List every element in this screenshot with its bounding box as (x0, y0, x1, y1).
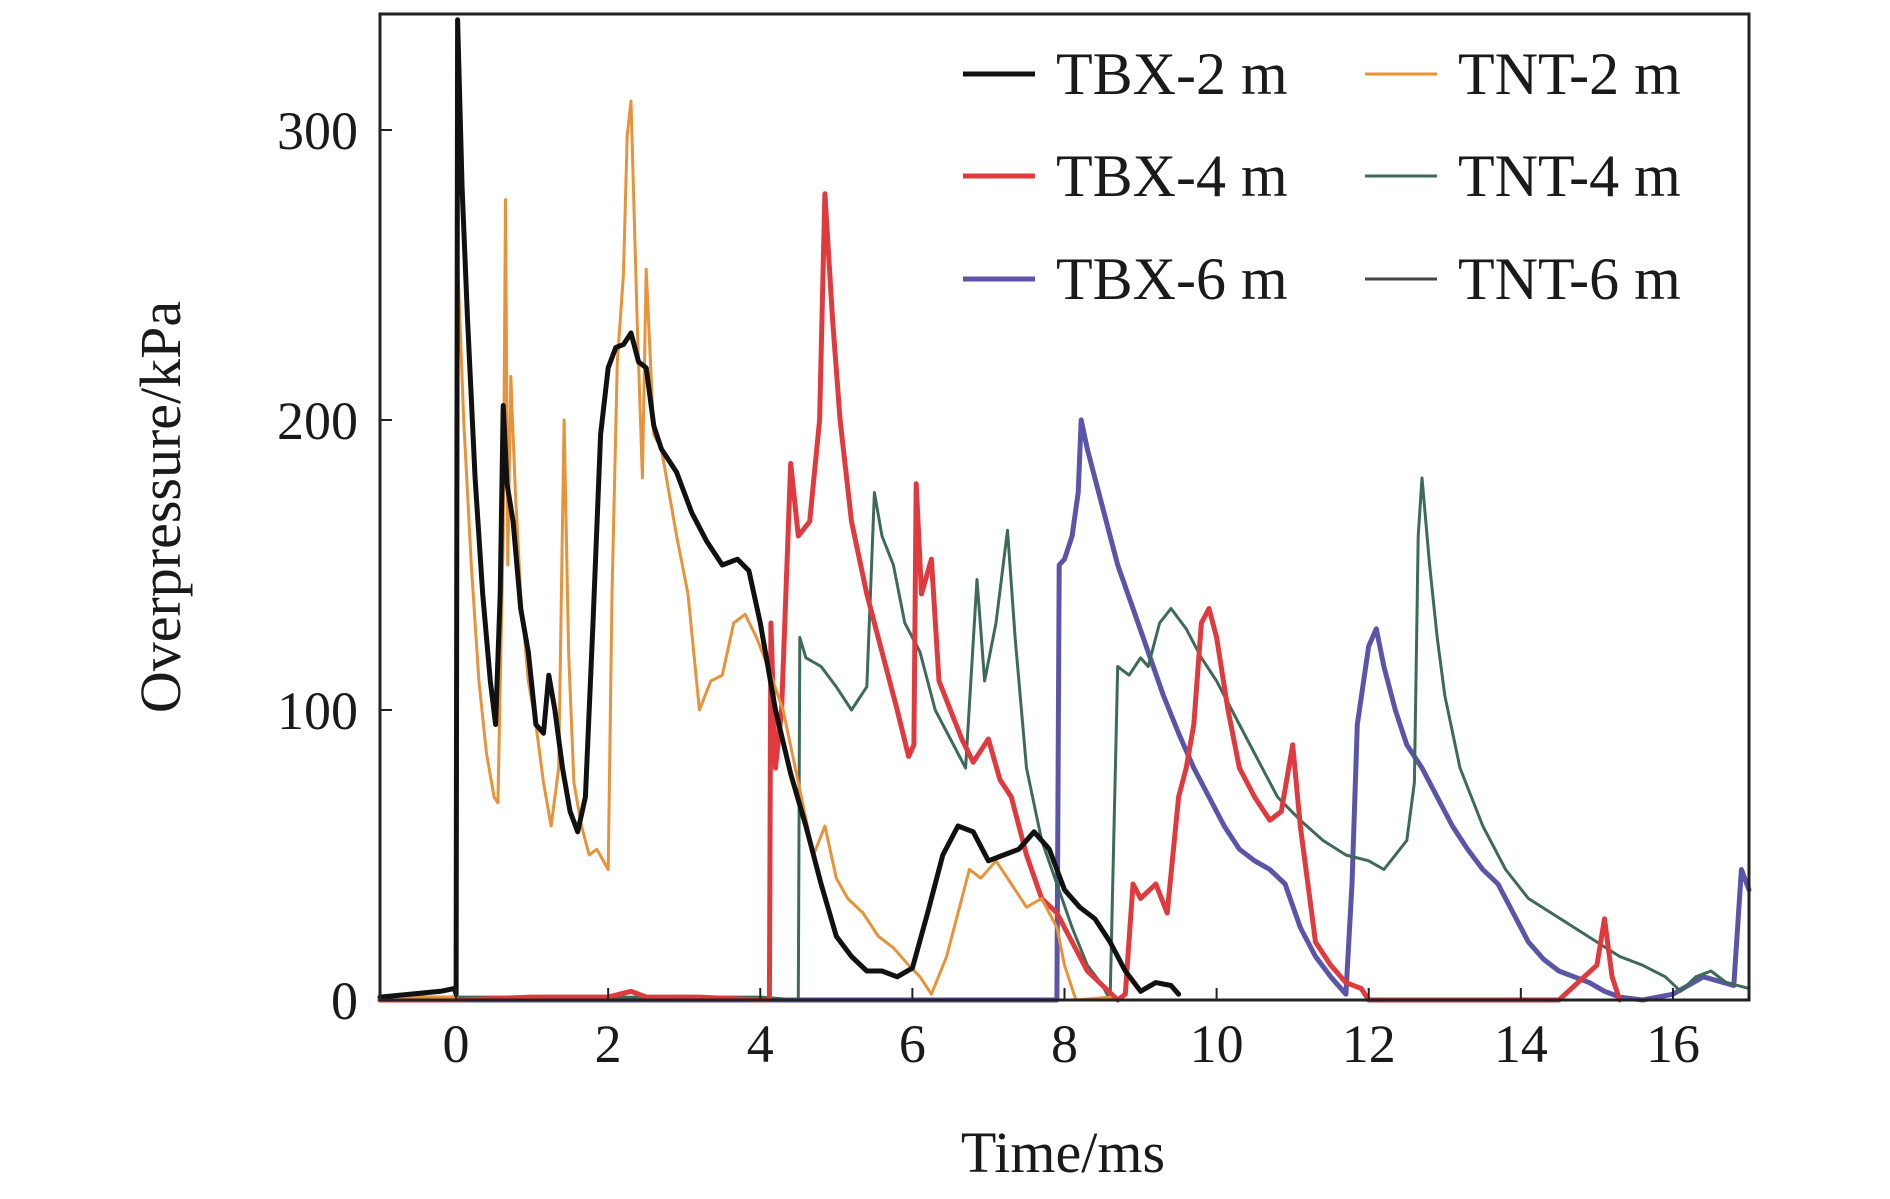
series-line-2 (377, 191, 1623, 1003)
series-line-4 (377, 417, 1752, 1003)
x-axis-ticks: 0 2 4 6 8 10 12 14 16 (443, 988, 1700, 1074)
legend-label: TBX-4 m (1056, 143, 1288, 209)
x-tick-label: 12 (1342, 1014, 1396, 1074)
x-tick-label: 10 (1190, 1014, 1244, 1074)
x-tick-label: 6 (899, 1014, 926, 1074)
y-tick-label: 300 (277, 101, 358, 161)
y-tick-label: 200 (277, 391, 358, 451)
legend-label: TNT-6 m (1458, 246, 1681, 312)
plot-series (377, 17, 1752, 1003)
legend-label: TNT-4 m (1458, 143, 1681, 209)
legend-label: TNT-2 m (1458, 41, 1681, 107)
x-tick-label: 4 (747, 1014, 774, 1074)
legend-label: TBX-6 m (1056, 246, 1288, 312)
x-tick-label: 14 (1494, 1014, 1548, 1074)
x-tick-label: 0 (443, 1014, 470, 1074)
series-line-3 (378, 476, 1751, 1002)
x-tick-label: 8 (1051, 1014, 1078, 1074)
x-tick-label: 2 (595, 1014, 622, 1074)
x-tick-label: 16 (1646, 1014, 1700, 1074)
y-tick-label: 100 (277, 681, 358, 741)
series-line-0 (377, 17, 1182, 1000)
y-axis-ticks: 0 100 200 300 (277, 101, 392, 1031)
y-tick-label: 0 (331, 971, 358, 1031)
series-line-1 (378, 99, 1112, 1002)
x-axis-label: Time/ms (961, 1120, 1165, 1185)
legend-label: TBX-2 m (1056, 41, 1288, 107)
y-axis-label: Overpressure/kPa (128, 301, 193, 713)
legend: TBX-2 m TNT-2 m TBX-4 m TNT-4 m TBX-6 m TNT-6… (963, 41, 1681, 312)
